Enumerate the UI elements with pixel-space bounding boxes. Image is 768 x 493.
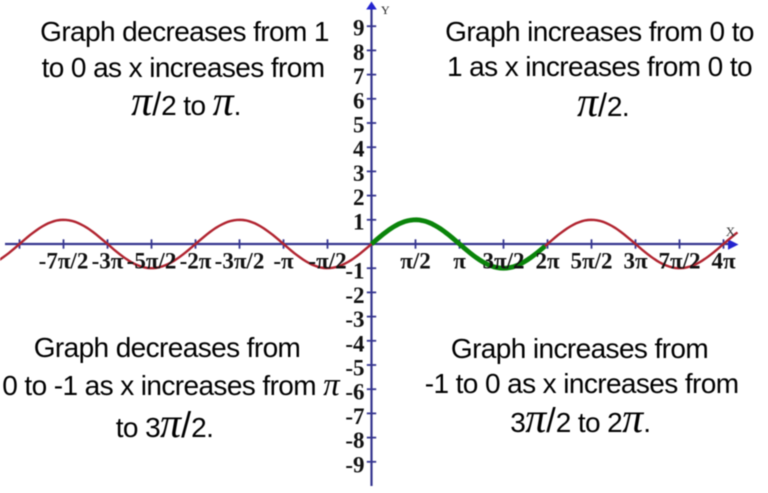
svg-text:-3π/2: -3π/2: [215, 249, 265, 274]
svg-text:3π/2: 3π/2: [483, 249, 525, 274]
svg-text:-π: -π: [273, 249, 294, 274]
svg-text:9: 9: [353, 16, 365, 41]
svg-text:5: 5: [353, 113, 365, 138]
svg-text:7: 7: [353, 64, 365, 89]
svg-text:-4: -4: [345, 331, 365, 356]
svg-text:-π/2: -π/2: [308, 249, 346, 274]
svg-text:-5: -5: [345, 356, 364, 381]
svg-text:-6: -6: [345, 380, 364, 405]
svg-text:X: X: [726, 224, 736, 239]
svg-text:5π/2: 5π/2: [571, 249, 613, 274]
svg-text:4: 4: [353, 137, 365, 162]
svg-text:-7: -7: [345, 404, 364, 429]
svg-text:π: π: [453, 249, 466, 274]
svg-text:-5π/2: -5π/2: [127, 249, 177, 274]
svg-text:-3π: -3π: [92, 249, 124, 274]
svg-text:-9: -9: [345, 452, 364, 477]
svg-text:7π/2: 7π/2: [659, 249, 701, 274]
svg-text:-2: -2: [345, 283, 364, 308]
svg-text:π/2: π/2: [400, 249, 431, 274]
svg-text:8: 8: [353, 40, 365, 65]
svg-text:-8: -8: [345, 428, 364, 453]
svg-text:-3: -3: [345, 307, 364, 332]
svg-text:1: 1: [353, 209, 365, 234]
svg-text:-2π: -2π: [180, 249, 212, 274]
svg-text:Y: Y: [381, 3, 390, 17]
svg-text:3: 3: [353, 161, 365, 186]
svg-text:-1: -1: [345, 259, 364, 284]
svg-text:2: 2: [353, 185, 365, 210]
svg-text:3π: 3π: [623, 249, 648, 274]
svg-text:4π: 4π: [711, 249, 736, 274]
svg-text:2π: 2π: [535, 249, 560, 274]
svg-text:6: 6: [353, 88, 365, 113]
svg-text:-7π/2: -7π/2: [39, 249, 89, 274]
